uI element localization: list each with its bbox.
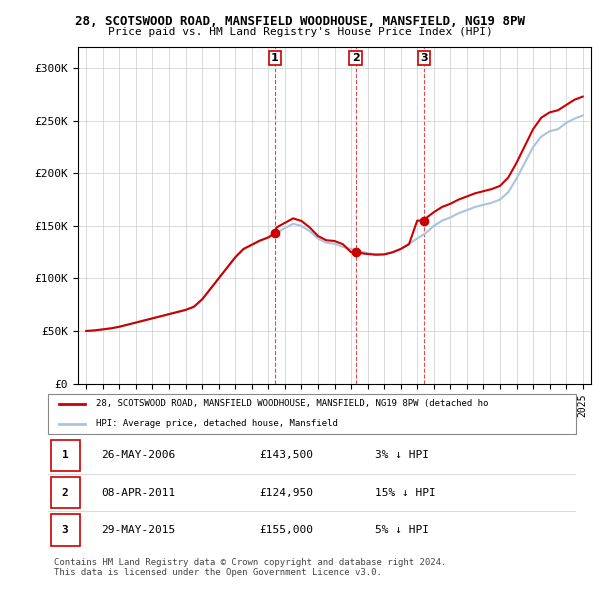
Text: 2: 2 <box>352 53 359 63</box>
FancyBboxPatch shape <box>48 394 576 434</box>
Text: 5% ↓ HPI: 5% ↓ HPI <box>376 525 430 535</box>
Text: 3% ↓ HPI: 3% ↓ HPI <box>376 450 430 460</box>
Text: Price paid vs. HM Land Registry's House Price Index (HPI): Price paid vs. HM Land Registry's House … <box>107 27 493 37</box>
Text: 1: 1 <box>62 450 68 460</box>
FancyBboxPatch shape <box>50 440 80 471</box>
Text: 29-MAY-2015: 29-MAY-2015 <box>101 525 175 535</box>
Text: 28, SCOTSWOOD ROAD, MANSFIELD WOODHOUSE, MANSFIELD, NG19 8PW: 28, SCOTSWOOD ROAD, MANSFIELD WOODHOUSE,… <box>75 15 525 28</box>
Text: 28, SCOTSWOOD ROAD, MANSFIELD WOODHOUSE, MANSFIELD, NG19 8PW (detached ho: 28, SCOTSWOOD ROAD, MANSFIELD WOODHOUSE,… <box>95 399 488 408</box>
Text: 26-MAY-2006: 26-MAY-2006 <box>101 450 175 460</box>
FancyBboxPatch shape <box>50 477 80 509</box>
Text: 2: 2 <box>62 488 68 497</box>
Text: Contains HM Land Registry data © Crown copyright and database right 2024.
This d: Contains HM Land Registry data © Crown c… <box>54 558 446 577</box>
Text: HPI: Average price, detached house, Mansfield: HPI: Average price, detached house, Mans… <box>95 419 337 428</box>
Text: 15% ↓ HPI: 15% ↓ HPI <box>376 488 436 497</box>
FancyBboxPatch shape <box>50 514 80 546</box>
Text: 08-APR-2011: 08-APR-2011 <box>101 488 175 497</box>
Text: 3: 3 <box>420 53 428 63</box>
Text: £143,500: £143,500 <box>259 450 313 460</box>
Text: 3: 3 <box>62 525 68 535</box>
Text: £124,950: £124,950 <box>259 488 313 497</box>
Text: £155,000: £155,000 <box>259 525 313 535</box>
Text: 1: 1 <box>271 53 279 63</box>
